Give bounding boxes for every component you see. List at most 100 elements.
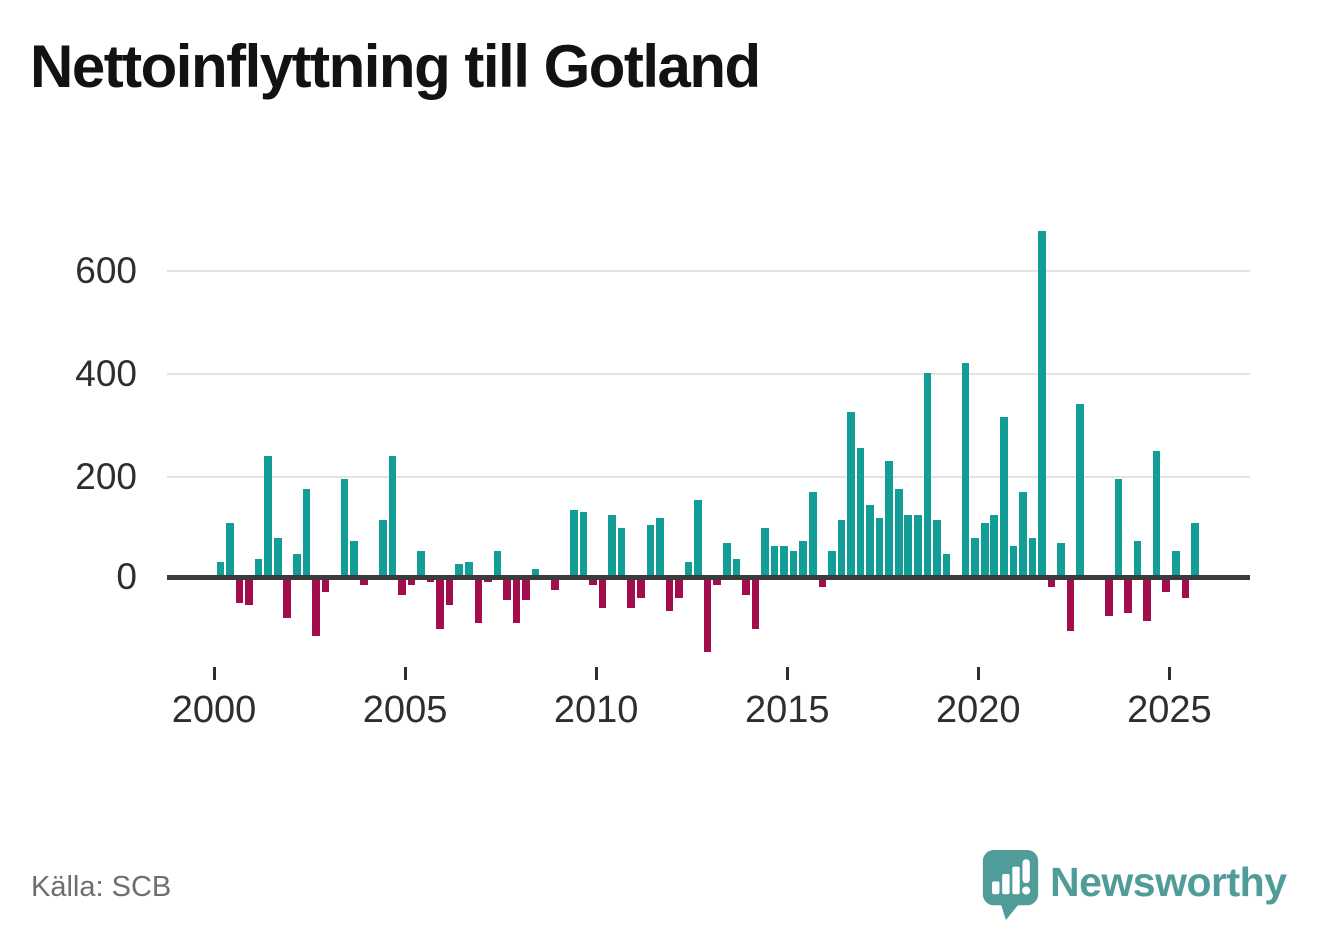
bar (302, 489, 311, 577)
bar (1191, 522, 1199, 577)
bar (1028, 538, 1037, 577)
bar (751, 577, 760, 629)
bar (799, 540, 807, 577)
bar (770, 546, 779, 577)
x-axis-label-2005: 2005 (362, 689, 448, 731)
bar (226, 522, 234, 577)
bar (742, 577, 750, 596)
bar (627, 577, 636, 608)
bar (904, 515, 913, 577)
bar (713, 577, 721, 585)
bar (971, 538, 979, 577)
bar (990, 515, 999, 577)
bar (570, 509, 578, 577)
x-axis-tick (976, 667, 980, 680)
bar (283, 577, 292, 619)
bar (417, 551, 425, 577)
bar (875, 517, 884, 577)
bar (675, 577, 683, 598)
bar (1057, 543, 1065, 577)
gridline-600 (167, 270, 1250, 272)
bar (1124, 577, 1132, 614)
bar (617, 527, 626, 577)
bar (1076, 404, 1085, 577)
bar (694, 499, 702, 577)
bar (398, 577, 406, 596)
bar (780, 546, 788, 577)
x-axis-tick (785, 667, 789, 680)
bar (503, 577, 511, 601)
bar (923, 373, 932, 577)
bar (1162, 577, 1171, 593)
bar (1143, 577, 1151, 621)
bar (493, 551, 502, 577)
bar (866, 504, 874, 577)
bar (264, 455, 272, 577)
bar (818, 577, 827, 588)
bar (608, 515, 616, 577)
bar (761, 527, 769, 577)
bar (359, 577, 368, 585)
y-axis-label-200: 200 (75, 456, 137, 497)
y-axis-label-0: 0 (116, 556, 137, 597)
bar (455, 564, 464, 577)
bar (512, 577, 521, 624)
bar (1066, 577, 1075, 632)
bar (789, 551, 798, 577)
bar (961, 362, 970, 577)
bar (684, 561, 693, 577)
x-axis-label-2010: 2010 (553, 689, 639, 731)
bar (589, 577, 597, 585)
y-axis-label-600: 600 (75, 250, 137, 291)
bar (436, 577, 444, 629)
bar (703, 577, 712, 652)
bar (942, 553, 951, 577)
bar (465, 561, 473, 577)
zero-axis-line (167, 575, 1250, 580)
x-axis-label-2015: 2015 (744, 689, 830, 731)
bar (598, 577, 607, 608)
bar (665, 577, 674, 611)
bar (1019, 491, 1027, 577)
bar (312, 577, 320, 637)
bar (828, 551, 836, 577)
source-caption: Källa: SCB (31, 871, 172, 903)
bar (1009, 546, 1018, 577)
bar (1181, 577, 1190, 598)
x-axis-label-2000: 2000 (171, 689, 257, 731)
bar (1000, 416, 1008, 577)
bar (847, 411, 855, 577)
bar-chart-plot-area: 2000 2005 2010 2015 2020 2025 (167, 231, 1250, 731)
bar (933, 520, 941, 577)
bar (894, 489, 903, 577)
page-title: Nettoinflyttning till Gotland (30, 33, 761, 100)
bar (579, 512, 588, 577)
x-axis-tick (403, 667, 407, 680)
y-axis-label-400: 400 (75, 353, 137, 394)
bar (388, 455, 397, 577)
bar (340, 478, 349, 577)
gridline-200 (167, 476, 1250, 478)
bar (522, 577, 530, 601)
bar (1114, 478, 1123, 577)
x-axis-label-2020: 2020 (936, 689, 1021, 731)
bar (445, 577, 454, 606)
bar (808, 491, 817, 577)
x-axis-tick (594, 667, 598, 680)
bar (293, 553, 301, 577)
bar (474, 577, 483, 624)
bar (656, 517, 664, 577)
bar (1038, 231, 1046, 577)
bar (914, 515, 922, 577)
gridline-400 (167, 373, 1250, 375)
bar (885, 460, 893, 577)
newsworthy-logo-text: Newsworthy (1050, 858, 1287, 905)
bar (235, 577, 244, 603)
bar (732, 558, 741, 577)
x-axis-label-2025: 2025 (1127, 689, 1212, 731)
bar (531, 569, 540, 577)
bar (407, 577, 416, 585)
bar (1133, 540, 1142, 577)
bar (980, 522, 989, 577)
bar (837, 520, 846, 577)
